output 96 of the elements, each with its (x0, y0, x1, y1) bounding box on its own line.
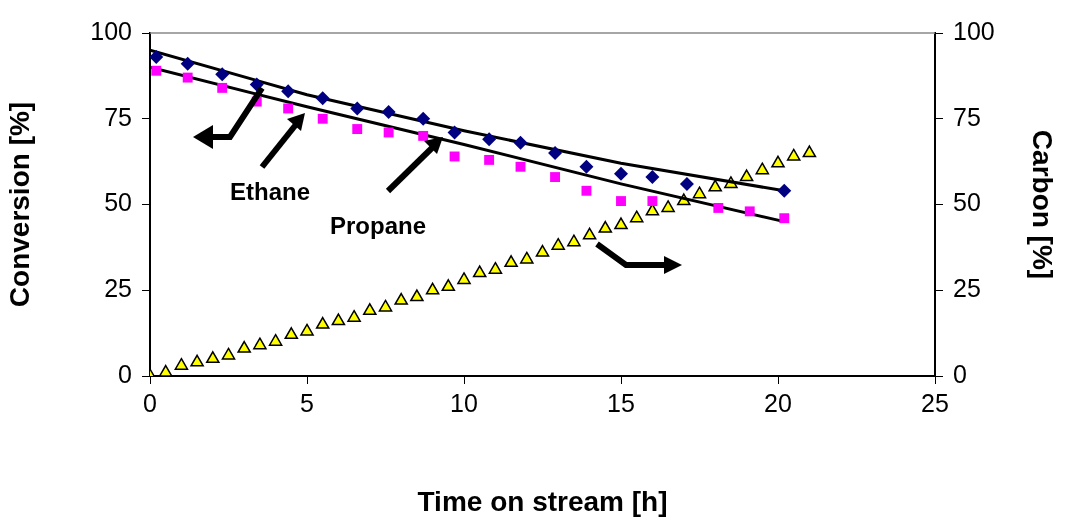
point (786, 148, 801, 161)
y-tick-label: 100 (90, 16, 132, 45)
point (614, 217, 628, 230)
point (383, 127, 394, 138)
point (777, 183, 792, 198)
point (350, 101, 365, 116)
y2-axis-title: Carbon [%] (1027, 129, 1059, 280)
point (551, 237, 566, 250)
point (425, 282, 440, 295)
point (315, 91, 330, 106)
point (315, 316, 330, 329)
x-axis-title: Time on stream [h] (417, 485, 668, 517)
y-tick-label: 50 (104, 188, 132, 217)
point (331, 313, 346, 326)
point (237, 340, 252, 353)
x-tick-label: 0 (143, 388, 157, 417)
y2-tick-label: 25 (953, 274, 981, 303)
point (739, 169, 754, 182)
point (692, 186, 707, 199)
point (215, 67, 230, 82)
point (317, 113, 328, 124)
point (645, 170, 660, 185)
point (449, 151, 460, 162)
point (708, 179, 723, 192)
point (802, 145, 817, 158)
point (381, 104, 396, 119)
point (362, 303, 377, 316)
point (567, 234, 581, 247)
point (205, 351, 220, 364)
point (180, 56, 195, 71)
y2-tick-label: 100 (953, 16, 995, 45)
point (535, 244, 550, 257)
point (284, 327, 299, 340)
point (249, 77, 264, 92)
point (457, 272, 471, 285)
point (647, 196, 658, 207)
point (394, 292, 409, 305)
point (221, 347, 236, 360)
point (779, 213, 790, 224)
point (190, 354, 204, 367)
point (300, 323, 314, 336)
point (378, 299, 393, 312)
point (268, 333, 283, 346)
point (484, 154, 495, 165)
point (410, 289, 424, 302)
point (158, 364, 173, 376)
point (744, 206, 755, 217)
point (582, 227, 597, 240)
point (771, 155, 785, 168)
y-axis-title: Conversion [%] (3, 101, 35, 308)
x-tick-label: 15 (607, 388, 635, 417)
y-tick-label: 75 (104, 102, 132, 131)
point (281, 84, 296, 99)
y-tick-label: 25 (104, 274, 132, 303)
x-tick-label: 10 (450, 388, 478, 417)
point (579, 159, 594, 174)
point (182, 72, 193, 83)
y2-tick-label: 50 (953, 188, 981, 217)
y2-tick-label: 75 (953, 102, 981, 131)
point (151, 65, 162, 76)
point (347, 309, 361, 322)
point (679, 176, 694, 191)
point (482, 132, 497, 147)
point (550, 172, 561, 183)
point (661, 200, 675, 213)
point (283, 103, 294, 114)
point (515, 161, 526, 172)
point (416, 111, 431, 126)
point (174, 357, 189, 370)
point (548, 146, 563, 161)
point (614, 166, 628, 181)
y-tick-label: 0 (118, 359, 132, 388)
point (519, 251, 534, 264)
point (352, 124, 363, 134)
x-tick-label: 5 (300, 388, 314, 417)
point (447, 125, 462, 140)
point (504, 255, 518, 268)
point (713, 202, 724, 213)
point (150, 50, 164, 65)
point (598, 220, 613, 233)
x-tick-label: 20 (764, 388, 792, 417)
point (513, 135, 528, 150)
point (418, 130, 429, 141)
x-tick-label: 25 (921, 388, 949, 417)
annotation: Propane (329, 211, 427, 239)
point (755, 162, 770, 175)
point (472, 265, 487, 278)
point (217, 82, 228, 93)
annotation: Ethane (229, 177, 311, 205)
point (616, 196, 626, 207)
point (488, 261, 503, 274)
point (441, 279, 456, 292)
point (581, 185, 592, 196)
y2-tick-label: 0 (953, 359, 967, 388)
point (629, 210, 644, 223)
point (253, 337, 267, 350)
